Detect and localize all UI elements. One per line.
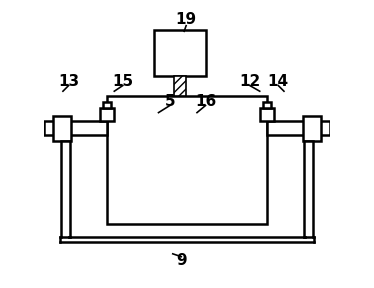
Bar	[267, 122, 329, 135]
Text: 12: 12	[239, 74, 260, 89]
Text: 13: 13	[58, 74, 79, 89]
Text: 19: 19	[175, 12, 197, 27]
Bar	[263, 101, 271, 108]
Bar	[303, 116, 321, 141]
Text: 15: 15	[112, 74, 134, 89]
Bar	[304, 141, 313, 237]
Bar	[174, 75, 186, 96]
Bar	[103, 101, 111, 108]
Bar	[53, 116, 71, 141]
Text: 9: 9	[176, 253, 187, 268]
Bar	[260, 108, 274, 122]
Bar	[107, 96, 267, 224]
Bar	[174, 75, 186, 96]
Text: 16: 16	[195, 94, 216, 109]
Bar	[45, 122, 107, 135]
Bar	[61, 141, 70, 237]
Text: 14: 14	[268, 74, 289, 89]
Bar	[154, 30, 206, 75]
Text: 5: 5	[165, 94, 175, 109]
Bar	[100, 108, 114, 122]
Bar	[174, 75, 186, 96]
